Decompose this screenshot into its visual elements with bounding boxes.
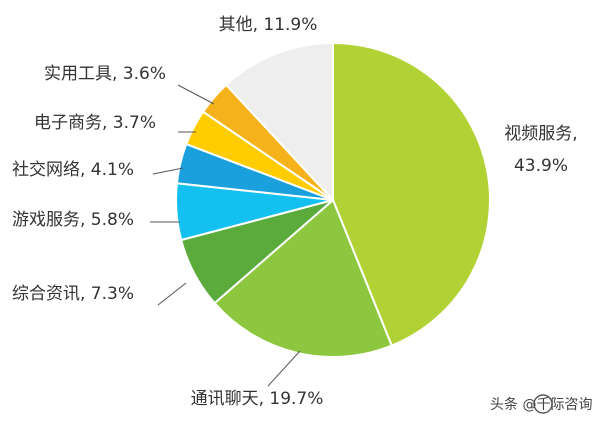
- slice-视频服务-value-label: 43.9%: [514, 156, 568, 176]
- slice-社交网络-leader-line: [152, 167, 184, 175]
- slice-视频服务-label: 视频服务,: [504, 124, 577, 144]
- slice-实用工具-leader-line: [177, 84, 215, 105]
- watermark-text: 头条 @千际咨询: [490, 396, 592, 413]
- slice-通讯聊天-leader-line: [267, 350, 301, 387]
- slice-其他: [224, 41, 334, 203]
- pie-slices: [175, 41, 491, 358]
- slice-其他-label: 其他, 11.9%: [219, 15, 318, 35]
- slice-通讯聊天: [213, 198, 394, 358]
- watermark: 头条 @千际咨询: [490, 394, 592, 414]
- slice-视频服务: [332, 41, 491, 347]
- slice-实用工具-label: 实用工具, 3.6%: [44, 64, 166, 84]
- watermark-logo-icon: [533, 394, 553, 414]
- leader-lines: [150, 84, 301, 387]
- slice-综合资讯-leader-line: [157, 282, 187, 306]
- slice-游戏服务-label: 游戏服务, 5.8%: [12, 210, 134, 230]
- slice-社交网络-label: 社交网络, 4.1%: [12, 160, 134, 180]
- slice-通讯聊天-label: 通讯聊天, 19.7%: [191, 389, 324, 409]
- slice-综合资讯-label: 综合资讯, 7.3%: [12, 284, 134, 304]
- slice-labels: 视频服务, 43.9% 通讯聊天, 19.7% 综合资讯, 7.3% 游戏服务, 5.8…: [12, 15, 578, 409]
- slice-电子商务-label: 电子商务, 3.7%: [34, 113, 156, 133]
